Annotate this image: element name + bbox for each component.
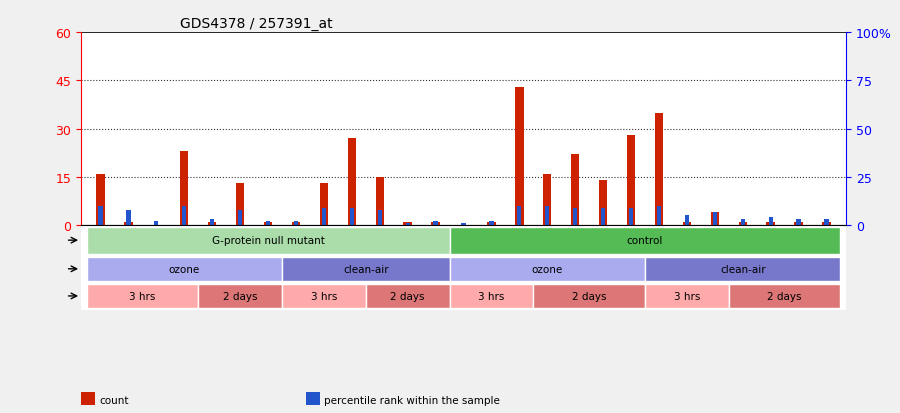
Bar: [180, 152, 188, 225]
Bar: [490, 222, 493, 225]
Text: 2 days: 2 days: [768, 291, 802, 301]
Text: 3 hrs: 3 hrs: [130, 291, 156, 301]
Bar: [406, 223, 410, 225]
Text: 3 hrs: 3 hrs: [478, 291, 505, 301]
Bar: [601, 208, 605, 225]
Bar: [713, 212, 717, 225]
Bar: [518, 206, 521, 225]
FancyBboxPatch shape: [534, 284, 645, 309]
FancyBboxPatch shape: [198, 284, 282, 309]
FancyBboxPatch shape: [282, 257, 449, 281]
Text: GDS4378 / 257391_at: GDS4378 / 257391_at: [180, 17, 333, 31]
Text: ozone: ozone: [168, 264, 200, 274]
Bar: [182, 206, 186, 225]
Bar: [824, 220, 829, 225]
Bar: [124, 222, 132, 225]
Text: 2 days: 2 days: [391, 291, 425, 301]
Bar: [236, 184, 244, 225]
FancyBboxPatch shape: [282, 284, 365, 309]
Bar: [741, 220, 745, 225]
Bar: [208, 222, 216, 225]
Bar: [98, 206, 103, 225]
FancyBboxPatch shape: [449, 284, 534, 309]
FancyBboxPatch shape: [86, 257, 282, 281]
FancyBboxPatch shape: [449, 257, 645, 281]
Bar: [739, 222, 747, 225]
Bar: [126, 210, 130, 225]
Bar: [431, 222, 440, 225]
FancyBboxPatch shape: [449, 227, 841, 254]
Bar: [545, 206, 549, 225]
Text: G-protein null mutant: G-protein null mutant: [212, 235, 325, 246]
Text: count: count: [99, 395, 129, 405]
Bar: [795, 222, 803, 225]
Text: 3 hrs: 3 hrs: [674, 291, 700, 301]
FancyBboxPatch shape: [729, 284, 841, 309]
Bar: [598, 180, 608, 225]
Bar: [96, 174, 104, 225]
Bar: [434, 222, 437, 225]
Bar: [573, 208, 577, 225]
Text: 2 days: 2 days: [223, 291, 257, 301]
Text: control: control: [626, 235, 663, 246]
Bar: [487, 222, 496, 225]
Bar: [571, 155, 580, 225]
Bar: [796, 220, 801, 225]
Bar: [543, 174, 552, 225]
Bar: [292, 222, 301, 225]
Bar: [294, 222, 298, 225]
Bar: [266, 222, 270, 225]
Bar: [515, 88, 524, 225]
FancyBboxPatch shape: [365, 284, 449, 309]
Bar: [655, 113, 663, 225]
Bar: [626, 136, 635, 225]
Bar: [823, 222, 831, 225]
FancyBboxPatch shape: [645, 284, 729, 309]
Text: clean-air: clean-air: [343, 264, 389, 274]
Bar: [683, 222, 691, 225]
Bar: [657, 206, 661, 225]
FancyBboxPatch shape: [86, 284, 198, 309]
Bar: [629, 208, 633, 225]
Bar: [711, 213, 719, 225]
Bar: [210, 220, 214, 225]
Bar: [767, 222, 775, 225]
Bar: [462, 223, 465, 225]
Bar: [769, 218, 773, 225]
Text: 2 days: 2 days: [572, 291, 607, 301]
Bar: [320, 184, 328, 225]
Bar: [350, 208, 354, 225]
Text: clean-air: clean-air: [720, 264, 766, 274]
Text: percentile rank within the sample: percentile rank within the sample: [324, 395, 500, 405]
Bar: [264, 222, 272, 225]
Bar: [347, 139, 356, 225]
Bar: [378, 210, 382, 225]
Bar: [685, 216, 689, 225]
Text: ozone: ozone: [532, 264, 562, 274]
FancyBboxPatch shape: [86, 227, 449, 254]
Bar: [154, 222, 158, 225]
Text: 3 hrs: 3 hrs: [310, 291, 338, 301]
Bar: [375, 178, 384, 225]
Bar: [322, 208, 326, 225]
FancyBboxPatch shape: [645, 257, 841, 281]
Bar: [238, 210, 242, 225]
Bar: [403, 222, 412, 225]
